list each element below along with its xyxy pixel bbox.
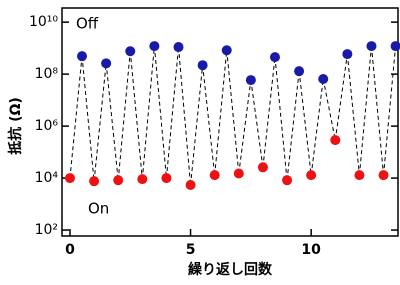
connector: [286, 71, 300, 181]
point: [113, 175, 124, 186]
connector: [69, 56, 83, 179]
connector: [141, 46, 155, 180]
point: [282, 175, 293, 186]
connector: [93, 63, 107, 182]
y-axis-label: 抵抗 (Ω): [7, 97, 24, 155]
connector: [274, 57, 288, 181]
connector: [214, 50, 228, 176]
x-tick-label: 0: [65, 242, 75, 258]
point: [64, 173, 75, 184]
connector: [117, 51, 131, 181]
connector: [250, 80, 264, 168]
series-label: On: [88, 200, 109, 218]
point: [269, 52, 280, 63]
connector: [165, 47, 180, 179]
point: [318, 73, 329, 84]
point: [378, 170, 389, 181]
point: [149, 41, 160, 52]
x-axis-label: 繰り返し回数: [188, 261, 273, 278]
connector: [202, 65, 216, 176]
y-tick-label: 10⁴: [35, 170, 59, 186]
x-tick-label: 10: [301, 242, 321, 258]
point: [294, 66, 305, 77]
connector: [322, 78, 336, 141]
point: [125, 46, 136, 57]
point: [330, 135, 341, 146]
plot-frame: [61, 7, 399, 237]
y-tick-label: 10²: [35, 222, 58, 238]
point: [354, 170, 365, 181]
connector: [190, 65, 204, 186]
connector: [310, 78, 324, 176]
x-tick-label: 5: [186, 242, 196, 258]
point: [173, 42, 184, 53]
connector: [370, 46, 385, 176]
y-tick-label: 10⁸: [35, 66, 59, 82]
point: [366, 41, 377, 52]
connector: [105, 63, 119, 181]
point: [233, 168, 244, 179]
point: [137, 174, 148, 185]
point: [197, 60, 208, 71]
point: [306, 170, 317, 181]
point: [185, 180, 196, 191]
point: [390, 41, 400, 52]
point: [161, 173, 172, 184]
series-label: Off: [76, 15, 99, 33]
y-tick-label: 10¹⁰: [29, 14, 58, 30]
y-tick-label: 10⁶: [35, 118, 59, 134]
connector: [334, 54, 348, 141]
point: [101, 58, 112, 69]
point: [245, 75, 256, 86]
point: [221, 45, 232, 56]
point: [89, 176, 100, 187]
connector: [298, 71, 312, 176]
point: [77, 51, 88, 62]
connector: [226, 50, 240, 174]
point: [209, 170, 220, 181]
point: [257, 162, 268, 173]
connector: [358, 46, 372, 176]
connector: [153, 46, 167, 179]
connector: [178, 47, 192, 186]
connector: [346, 54, 360, 176]
point: [342, 49, 353, 60]
connector: [129, 51, 143, 180]
connector: [383, 46, 397, 176]
connector: [81, 56, 95, 182]
connector: [262, 57, 276, 168]
connector: [238, 80, 252, 174]
